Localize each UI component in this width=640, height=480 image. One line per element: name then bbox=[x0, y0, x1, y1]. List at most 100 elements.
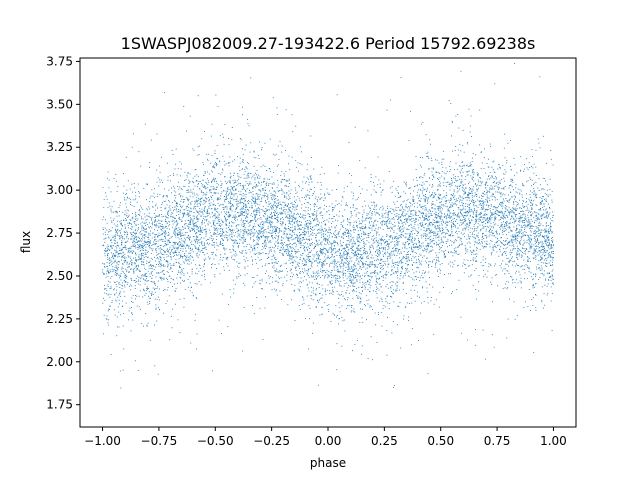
data-point bbox=[420, 274, 422, 276]
data-point bbox=[453, 212, 455, 214]
data-point bbox=[485, 234, 487, 236]
data-point bbox=[353, 221, 355, 223]
data-point bbox=[446, 221, 448, 223]
data-point bbox=[518, 229, 520, 231]
data-point bbox=[509, 222, 510, 224]
data-point bbox=[335, 237, 337, 239]
data-point bbox=[477, 227, 478, 229]
data-point bbox=[359, 250, 361, 252]
data-point bbox=[499, 167, 501, 169]
data-point bbox=[407, 275, 409, 277]
data-point bbox=[434, 232, 436, 234]
data-point bbox=[148, 206, 150, 208]
data-point bbox=[151, 245, 153, 246]
data-point bbox=[308, 235, 310, 237]
data-point bbox=[399, 302, 401, 303]
data-point bbox=[538, 190, 540, 192]
data-point bbox=[375, 275, 377, 277]
data-point bbox=[120, 252, 121, 254]
data-point bbox=[180, 195, 182, 197]
data-point bbox=[330, 257, 332, 258]
data-point bbox=[545, 239, 547, 241]
data-point bbox=[185, 232, 187, 234]
data-point bbox=[333, 248, 335, 250]
data-point bbox=[529, 202, 531, 203]
data-point bbox=[142, 275, 144, 277]
data-point bbox=[448, 251, 449, 253]
data-point bbox=[107, 271, 109, 272]
data-point bbox=[246, 231, 248, 233]
data-point bbox=[498, 219, 500, 221]
data-point bbox=[142, 246, 143, 248]
data-point bbox=[159, 245, 161, 246]
data-point bbox=[275, 289, 277, 291]
data-point bbox=[217, 202, 219, 204]
data-point bbox=[179, 265, 180, 267]
data-point bbox=[176, 186, 178, 187]
data-point bbox=[285, 184, 287, 186]
data-point bbox=[359, 222, 361, 224]
data-point bbox=[406, 219, 408, 221]
data-point bbox=[118, 261, 120, 263]
data-point bbox=[238, 263, 240, 265]
data-point bbox=[352, 237, 354, 239]
data-point bbox=[292, 216, 294, 218]
data-point bbox=[232, 245, 234, 247]
data-point bbox=[161, 279, 163, 281]
data-point bbox=[103, 216, 104, 218]
data-point bbox=[425, 209, 427, 211]
data-point bbox=[315, 306, 317, 307]
data-point bbox=[263, 180, 265, 182]
data-point bbox=[228, 192, 230, 194]
data-point bbox=[482, 236, 484, 238]
data-point bbox=[161, 229, 162, 231]
data-point bbox=[406, 254, 408, 256]
data-point bbox=[185, 260, 187, 262]
data-point bbox=[360, 247, 362, 249]
data-point bbox=[242, 250, 244, 252]
data-point bbox=[194, 203, 196, 205]
data-point bbox=[290, 211, 292, 213]
data-point bbox=[179, 209, 181, 211]
data-point bbox=[158, 260, 160, 262]
data-point bbox=[513, 235, 514, 237]
data-point bbox=[445, 215, 447, 217]
data-point bbox=[147, 237, 149, 238]
data-point bbox=[152, 248, 154, 250]
data-point bbox=[371, 272, 373, 274]
data-point bbox=[194, 264, 196, 266]
data-point bbox=[132, 319, 134, 321]
data-point bbox=[368, 275, 370, 277]
data-point bbox=[527, 180, 529, 182]
data-point bbox=[359, 257, 361, 259]
data-point bbox=[538, 178, 540, 180]
data-point bbox=[208, 197, 210, 198]
data-point bbox=[136, 220, 138, 222]
data-point bbox=[396, 285, 398, 287]
data-point bbox=[212, 244, 214, 246]
data-point bbox=[195, 253, 197, 255]
data-point bbox=[451, 180, 453, 181]
data-point bbox=[273, 255, 275, 257]
data-point bbox=[163, 232, 165, 234]
data-point bbox=[194, 201, 196, 203]
data-point bbox=[110, 208, 112, 210]
data-point bbox=[536, 220, 538, 222]
data-point bbox=[389, 282, 391, 284]
data-point bbox=[500, 202, 502, 204]
data-point bbox=[289, 246, 291, 247]
data-point bbox=[425, 230, 427, 232]
data-point bbox=[249, 233, 251, 235]
data-point bbox=[381, 301, 383, 302]
data-point bbox=[302, 296, 303, 298]
data-point bbox=[212, 240, 213, 242]
data-point bbox=[171, 327, 173, 329]
data-point bbox=[315, 274, 317, 276]
data-point bbox=[130, 233, 132, 235]
data-point bbox=[480, 204, 482, 206]
data-point bbox=[287, 249, 289, 251]
data-point bbox=[135, 198, 137, 200]
data-point bbox=[337, 268, 339, 270]
data-point bbox=[449, 245, 450, 247]
data-point bbox=[211, 267, 213, 269]
